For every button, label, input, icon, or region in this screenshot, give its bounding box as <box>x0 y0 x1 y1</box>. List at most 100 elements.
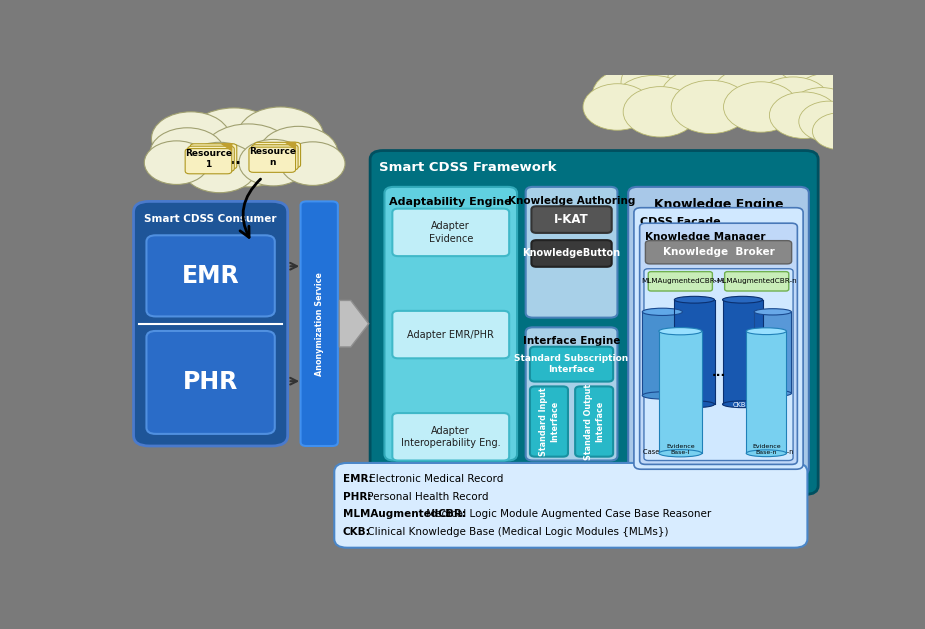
Circle shape <box>152 112 230 165</box>
Ellipse shape <box>642 392 683 399</box>
FancyBboxPatch shape <box>531 240 611 267</box>
FancyBboxPatch shape <box>530 386 568 457</box>
FancyBboxPatch shape <box>724 272 789 291</box>
Bar <box>746 331 786 454</box>
FancyBboxPatch shape <box>254 142 301 167</box>
Circle shape <box>668 47 768 114</box>
FancyBboxPatch shape <box>385 187 517 460</box>
Ellipse shape <box>754 309 792 315</box>
FancyBboxPatch shape <box>301 201 338 446</box>
Ellipse shape <box>659 328 702 335</box>
Text: CDSS Façade: CDSS Façade <box>640 218 721 228</box>
Text: Adapter EMR/PHR: Adapter EMR/PHR <box>407 330 494 340</box>
Text: Resource
n: Resource n <box>249 147 296 167</box>
Circle shape <box>614 75 693 129</box>
Text: Anonymization Service: Anonymization Service <box>314 272 324 376</box>
Ellipse shape <box>722 296 763 303</box>
Circle shape <box>793 73 865 121</box>
Text: I-KAT: I-KAT <box>554 213 589 226</box>
Text: CKB-n: CKB-n <box>733 402 753 408</box>
Circle shape <box>280 142 345 186</box>
Text: Knowledge Manager: Knowledge Manager <box>646 232 766 242</box>
Text: Evidence
Base-n: Evidence Base-n <box>752 445 781 455</box>
Ellipse shape <box>674 296 714 303</box>
FancyBboxPatch shape <box>525 327 618 460</box>
Circle shape <box>259 126 338 180</box>
Text: Smart CDSS Consumer: Smart CDSS Consumer <box>144 213 277 223</box>
Circle shape <box>623 87 697 137</box>
FancyBboxPatch shape <box>634 208 803 469</box>
Bar <box>674 300 714 404</box>
FancyBboxPatch shape <box>640 223 797 464</box>
FancyBboxPatch shape <box>334 463 808 548</box>
FancyBboxPatch shape <box>392 413 509 460</box>
Text: Clinical Knowledge Base (Medical Logic Modules {MLMs}): Clinical Knowledge Base (Medical Logic M… <box>364 527 669 537</box>
Circle shape <box>144 141 209 184</box>
Text: PHR:: PHR: <box>343 491 371 501</box>
Text: Adaptability Engine: Adaptability Engine <box>389 196 512 206</box>
Text: PHR: PHR <box>183 370 239 394</box>
Circle shape <box>722 52 815 114</box>
Text: CKB-I: CKB-I <box>685 402 703 408</box>
FancyBboxPatch shape <box>249 147 296 172</box>
Text: Resource
1: Resource 1 <box>185 148 232 169</box>
Circle shape <box>202 124 295 187</box>
Text: Smart CDSS Framework: Smart CDSS Framework <box>378 161 556 174</box>
Circle shape <box>799 101 859 142</box>
Bar <box>754 312 792 393</box>
Text: KnowledgeButton: KnowledgeButton <box>523 248 621 259</box>
Text: Interface Engine: Interface Engine <box>523 336 621 346</box>
Text: Electronic Medical Record: Electronic Medical Record <box>365 474 503 484</box>
Circle shape <box>592 68 672 121</box>
FancyBboxPatch shape <box>370 150 819 494</box>
Text: MLMAugmentedCBR-n: MLMAugmentedCBR-n <box>716 278 797 284</box>
Text: MLMAugmentedCBR-I: MLMAugmentedCBR-I <box>641 278 720 284</box>
Circle shape <box>185 108 283 174</box>
Circle shape <box>621 52 714 114</box>
FancyBboxPatch shape <box>530 347 613 382</box>
Text: Standard Output
Interface: Standard Output Interface <box>584 384 604 460</box>
Text: Adapter
Interoperability Eng.: Adapter Interoperability Eng. <box>401 426 500 448</box>
Circle shape <box>770 92 838 138</box>
FancyBboxPatch shape <box>392 311 509 359</box>
Text: EMR:: EMR: <box>343 474 373 484</box>
Circle shape <box>712 67 796 123</box>
Ellipse shape <box>746 450 786 457</box>
Circle shape <box>756 77 831 127</box>
Ellipse shape <box>722 401 763 408</box>
FancyBboxPatch shape <box>392 209 509 256</box>
Bar <box>642 312 683 396</box>
Text: MLMAugmentedCBR:: MLMAugmentedCBR: <box>343 509 466 520</box>
Circle shape <box>768 61 847 114</box>
FancyBboxPatch shape <box>188 146 234 171</box>
FancyBboxPatch shape <box>191 144 237 169</box>
Text: Evidence
Base-I: Evidence Base-I <box>666 445 695 455</box>
Text: Knowledge Authoring: Knowledge Authoring <box>508 196 635 206</box>
Ellipse shape <box>746 328 786 335</box>
FancyBboxPatch shape <box>146 235 275 316</box>
FancyBboxPatch shape <box>646 241 792 264</box>
Polygon shape <box>222 144 232 150</box>
Circle shape <box>812 113 867 150</box>
Bar <box>659 331 702 454</box>
Text: Standard Subscription
Interface: Standard Subscription Interface <box>514 354 629 374</box>
Ellipse shape <box>754 390 792 396</box>
Ellipse shape <box>674 401 714 408</box>
FancyBboxPatch shape <box>648 272 712 291</box>
Circle shape <box>238 107 324 165</box>
FancyBboxPatch shape <box>644 269 793 460</box>
FancyBboxPatch shape <box>531 206 611 233</box>
FancyBboxPatch shape <box>146 331 275 434</box>
Circle shape <box>672 81 750 133</box>
Text: Knowledge Engine: Knowledge Engine <box>654 198 783 211</box>
FancyBboxPatch shape <box>252 145 298 170</box>
Ellipse shape <box>642 308 683 316</box>
Circle shape <box>790 87 854 131</box>
Text: Personal Health Record: Personal Health Record <box>364 491 489 501</box>
Text: Adapter
Evidence: Adapter Evidence <box>428 221 473 243</box>
Text: Medical Logic Module Augmented Case Base Reasoner: Medical Logic Module Augmented Case Base… <box>423 509 711 520</box>
Polygon shape <box>286 142 296 149</box>
FancyBboxPatch shape <box>628 187 808 475</box>
FancyBboxPatch shape <box>525 187 618 318</box>
Text: ···: ··· <box>711 369 725 382</box>
